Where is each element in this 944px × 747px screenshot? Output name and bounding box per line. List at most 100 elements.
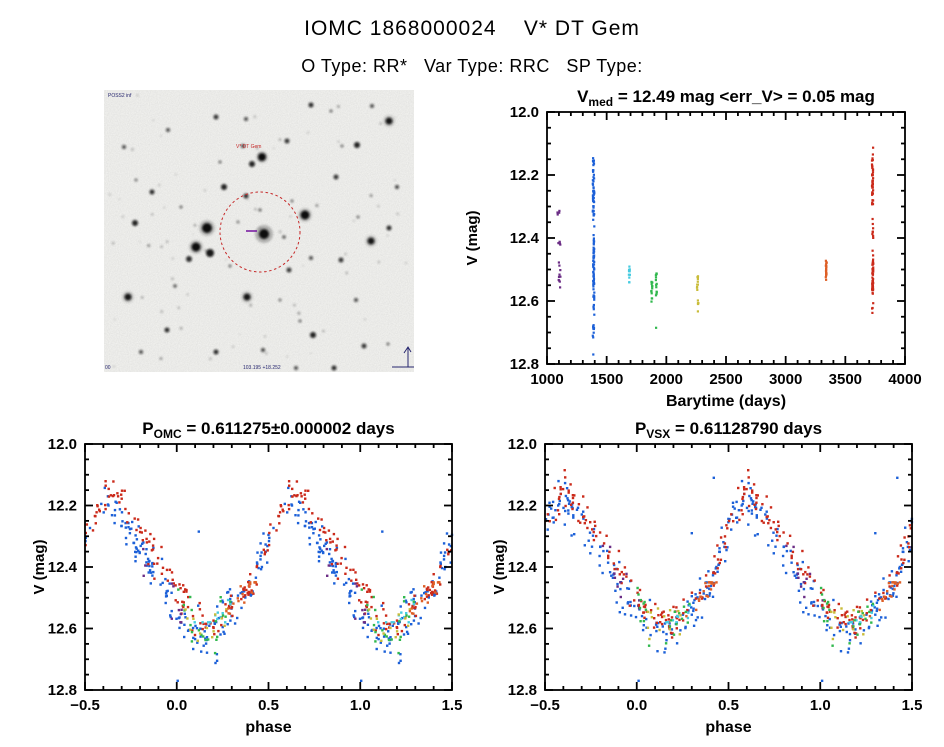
data-point: [439, 565, 442, 569]
data-point: [908, 524, 912, 527]
data-point: [654, 294, 658, 297]
data-point: [832, 598, 835, 602]
data-point: [329, 541, 332, 544]
faint-star: [160, 245, 163, 248]
data-point: [841, 628, 845, 632]
star: [124, 293, 132, 301]
data-point: [227, 607, 230, 610]
data-point: [166, 589, 169, 593]
data-point: [564, 476, 567, 479]
data-point: [741, 513, 744, 516]
data-point: [259, 554, 262, 558]
data-point: [629, 614, 633, 617]
data-point: [126, 521, 129, 524]
data-point: [244, 596, 247, 599]
data-point: [145, 561, 148, 564]
data-point: [558, 264, 561, 267]
data-point: [782, 545, 785, 549]
data-point: [307, 489, 310, 492]
data-point: [776, 538, 779, 542]
data-point: [694, 593, 697, 596]
data-point: [716, 567, 719, 570]
data-point: [599, 545, 602, 549]
data-point: [404, 617, 407, 620]
data-point: [353, 591, 357, 594]
star: [166, 128, 170, 132]
data-point: [361, 626, 365, 630]
faint-star: [315, 204, 319, 207]
data-point: [229, 597, 232, 601]
data-point: [220, 623, 223, 627]
data-point: [145, 564, 149, 567]
data-point: [201, 621, 204, 624]
data-point: [902, 561, 905, 565]
data-point: [712, 571, 715, 574]
data-point: [592, 254, 595, 257]
data-point: [871, 279, 874, 282]
data-point: [870, 159, 874, 162]
data-point: [267, 543, 271, 547]
data-point: [842, 621, 845, 624]
data-point: [303, 493, 306, 496]
finder-survey-label: POSS2 inf: [108, 93, 132, 99]
data-point: [240, 597, 243, 601]
data-point: [715, 565, 718, 569]
data-point: [351, 582, 355, 585]
data-point: [353, 615, 356, 619]
data-point: [399, 659, 402, 662]
data-point: [362, 587, 366, 590]
data-point: [872, 302, 875, 305]
data-point: [204, 622, 208, 625]
data-point: [747, 469, 750, 472]
data-point: [628, 270, 631, 273]
data-point: [872, 254, 875, 257]
data-point: [220, 617, 223, 620]
data-point: [592, 239, 595, 242]
data-point: [127, 512, 130, 515]
data-point: [410, 607, 413, 610]
data-point: [638, 599, 641, 602]
data-point: [342, 583, 346, 586]
data-point: [124, 507, 127, 511]
data-point: [755, 501, 758, 504]
data-point: [431, 584, 434, 588]
data-point: [389, 636, 392, 639]
data-point: [184, 588, 187, 591]
data-point: [708, 587, 711, 591]
data-point: [735, 500, 738, 504]
data-point: [871, 179, 874, 182]
data-point: [790, 554, 793, 557]
data-point: [379, 627, 382, 630]
data-point: [398, 638, 402, 641]
data-point: [575, 508, 579, 511]
star: [206, 249, 214, 257]
data-point: [893, 588, 896, 591]
x-axis-label: phase: [705, 719, 751, 736]
svg-text:12.2: 12.2: [508, 498, 537, 515]
data-point: [559, 269, 562, 272]
data-point: [592, 170, 595, 173]
data-point: [802, 611, 805, 614]
data-point: [363, 621, 366, 624]
data-point: [383, 650, 386, 653]
data-point: [301, 501, 305, 504]
tick-labels: −0.5 0.0 0.5 1.0 1.512.012.212.412.612.8: [508, 436, 923, 714]
data-point: [812, 600, 816, 604]
faint-star: [259, 227, 262, 230]
data-point: [558, 273, 561, 276]
data-point: [760, 506, 763, 509]
data-point: [567, 489, 570, 492]
star: [300, 210, 310, 220]
data-point: [608, 545, 612, 549]
data-point: [134, 560, 137, 563]
data-point: [889, 581, 892, 584]
data-point: [389, 638, 392, 642]
data-point: [98, 510, 101, 513]
data-point: [654, 623, 658, 626]
data-point: [591, 159, 595, 162]
data-point: [278, 522, 281, 525]
star: [294, 366, 298, 370]
data-point: [816, 604, 819, 608]
data-point: [837, 602, 840, 606]
data-point: [116, 495, 120, 498]
